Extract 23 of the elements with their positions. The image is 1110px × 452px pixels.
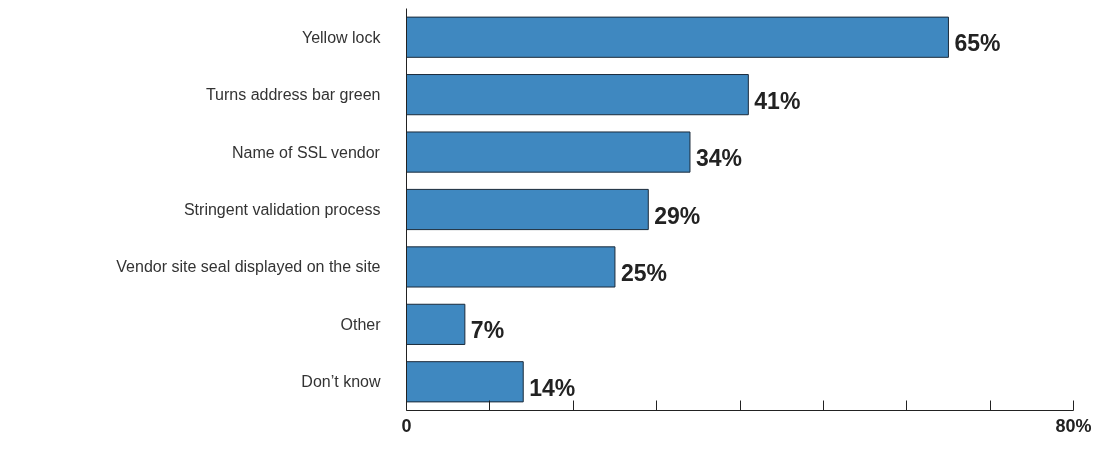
y-tick-label: Yellow lock — [301, 28, 382, 46]
y-tick-label: Turns address bar green — [205, 86, 381, 104]
bar — [406, 361, 524, 403]
y-tick-label: Vendor site seal displayed on the site — [116, 258, 381, 276]
y-tick-label: Name of SSL vendor — [231, 143, 381, 161]
bar — [406, 303, 466, 345]
bar — [406, 131, 691, 173]
x-tick-label: 80% — [1055, 415, 1092, 436]
bar — [406, 188, 649, 231]
data-label: 25% — [620, 259, 667, 286]
data-label: 29% — [654, 202, 701, 229]
data-label: 34% — [695, 145, 743, 172]
x-tick-label: 0 — [401, 415, 412, 436]
y-tick-label: Other — [340, 315, 382, 333]
data-label: 14% — [529, 374, 576, 401]
y-tick-label: Don’t know — [301, 373, 381, 391]
bar — [406, 74, 749, 116]
data-label: 65% — [954, 30, 1001, 57]
bar — [406, 246, 616, 288]
y-tick-label: Stringent validation process — [183, 201, 381, 218]
data-label: 41% — [754, 87, 801, 114]
data-label: 7% — [470, 317, 505, 344]
bar — [406, 16, 949, 58]
